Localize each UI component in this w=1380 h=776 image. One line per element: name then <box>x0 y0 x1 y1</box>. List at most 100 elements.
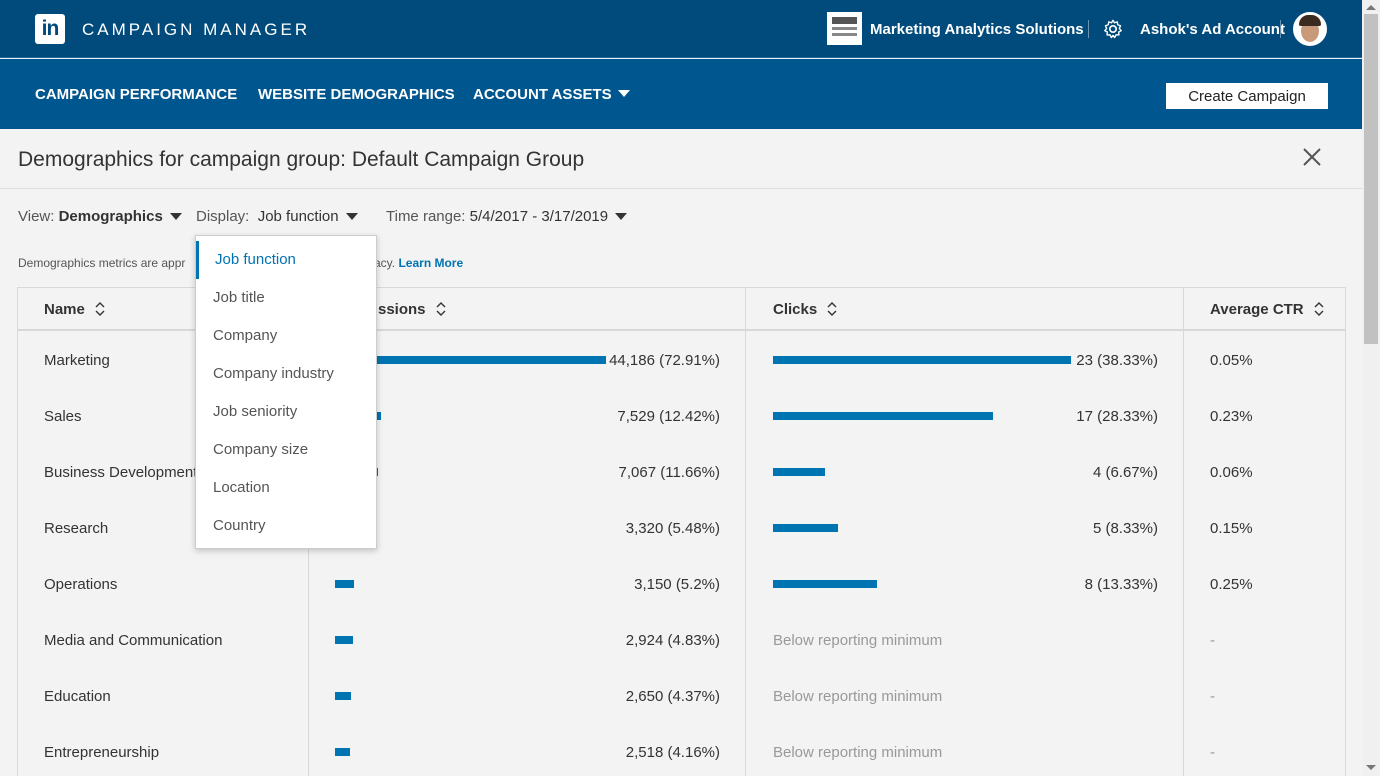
clicks-bar <box>773 524 838 532</box>
table-row[interactable]: Media and Communication 2,924 (4.83%) Belo… <box>18 612 1345 668</box>
divider <box>0 188 1362 189</box>
row-name: Education <box>44 688 111 705</box>
ctr-value: 0.06% <box>1210 464 1253 481</box>
column-divider <box>1183 288 1184 776</box>
impressions-bar <box>335 748 350 756</box>
column-label: Name <box>44 301 85 318</box>
caret-down-icon <box>615 213 628 220</box>
display-label: Display: <box>196 208 250 225</box>
nav-account-assets-label: ACCOUNT ASSETS <box>473 86 612 103</box>
linkedin-logo[interactable]: in <box>35 14 65 44</box>
ctr-value: - <box>1210 632 1215 649</box>
display-filter[interactable]: Display: Job function <box>196 208 358 225</box>
dropdown-option[interactable]: Country <box>213 517 266 534</box>
dropdown-option[interactable]: Company <box>213 327 278 344</box>
column-divider <box>745 288 746 776</box>
row-name: Marketing <box>44 352 110 369</box>
view-label: View: <box>18 208 55 225</box>
ctr-value: 0.15% <box>1210 520 1253 537</box>
dropdown-option[interactable]: Location <box>213 479 270 496</box>
dropdown-option[interactable]: Job seniority <box>213 403 298 420</box>
time-range-filter[interactable]: Time range: 5/4/2017 - 3/17/2019 <box>386 208 628 225</box>
row-name: Research <box>44 520 109 537</box>
column-label: ssions <box>378 301 426 318</box>
gear-icon[interactable] <box>1102 18 1124 40</box>
sort-icon <box>827 302 837 316</box>
nav-website-demographics[interactable]: WEBSITE DEMOGRAPHICS <box>258 86 455 103</box>
clicks-bar <box>773 356 1071 364</box>
scroll-up-icon[interactable] <box>1366 5 1376 10</box>
table-row[interactable]: Education 2,650 (4.37%) Below reporting mi… <box>18 668 1345 724</box>
table-row[interactable]: Entrepreneurship 2,518 (4.16%) Below repor… <box>18 724 1345 776</box>
notice-text: Demographics metrics are appr <box>18 256 186 270</box>
ctr-value: - <box>1210 744 1215 761</box>
impressions-value: 2,924 (4.83%) <box>625 632 720 649</box>
privacy-notice: Demographics metrics are appr acy. Learn… <box>18 256 463 270</box>
clicks-value: 8 (13.33%) <box>1084 576 1158 593</box>
impressions-bar <box>335 580 354 588</box>
dropdown-option[interactable]: Company industry <box>213 365 334 382</box>
ctr-value: 0.05% <box>1210 352 1253 369</box>
row-name: Media and Communication <box>44 632 223 649</box>
table-row[interactable]: Marketing 44,186 (72.91%) 23 (38.33%) 0.05% <box>18 332 1345 388</box>
top-bar: in CAMPAIGN MANAGER Marketing Analytics … <box>0 0 1362 58</box>
account-name[interactable]: Ashok's Ad Account <box>1140 21 1285 38</box>
column-label: Average CTR <box>1210 301 1304 318</box>
display-value: Job function <box>257 208 339 225</box>
table-row[interactable]: Research 3,320 (5.48%) 5 (8.33%) 0.15% <box>18 500 1345 556</box>
column-header-clicks[interactable]: Clicks <box>773 301 837 318</box>
scrollbar-thumb[interactable] <box>1364 14 1378 344</box>
row-name: Business Development <box>44 464 198 481</box>
impressions-value: 7,529 (12.42%) <box>617 408 720 425</box>
scrollbar[interactable] <box>1362 0 1380 776</box>
clicks-bar <box>773 412 993 420</box>
impressions-value: 3,320 (5.48%) <box>625 520 720 537</box>
table-row[interactable]: Operations 3,150 (5.2%) 8 (13.33%) 0.25% <box>18 556 1345 612</box>
column-label: Clicks <box>773 301 818 318</box>
clicks-value: 17 (28.33%) <box>1076 408 1158 425</box>
impressions-value: 44,186 (72.91%) <box>609 352 720 369</box>
dropdown-option[interactable]: Job title <box>213 289 265 306</box>
table-header: Name ssions Clicks Average CTR <box>18 288 1345 331</box>
sort-icon <box>1314 302 1324 316</box>
impressions-bar <box>335 356 606 364</box>
impressions-bar <box>335 692 351 700</box>
table-row[interactable]: Sales 7,529 (12.42%) 17 (28.33%) 0.23% <box>18 388 1345 444</box>
row-name: Entrepreneurship <box>44 744 160 761</box>
row-name: Sales <box>44 408 82 425</box>
view-value: Demographics <box>58 208 163 225</box>
row-name: Operations <box>44 576 118 593</box>
sort-icon <box>95 302 105 316</box>
column-header-impressions[interactable]: ssions <box>378 301 446 318</box>
clicks-bar <box>773 468 825 476</box>
learn-more-link[interactable]: Learn More <box>398 256 464 270</box>
close-icon[interactable] <box>1301 146 1323 168</box>
scroll-down-icon[interactable] <box>1366 765 1376 770</box>
view-filter[interactable]: View: Demographics <box>18 208 182 225</box>
create-campaign-button[interactable]: Create Campaign <box>1166 83 1328 109</box>
column-header-ctr[interactable]: Average CTR <box>1210 301 1324 318</box>
dropdown-option[interactable]: Job function <box>196 241 376 279</box>
ctr-value: - <box>1210 688 1215 705</box>
impressions-bar <box>335 636 353 644</box>
nav-account-assets[interactable]: ACCOUNT ASSETS <box>473 86 630 103</box>
user-avatar[interactable] <box>1293 12 1327 46</box>
ctr-value: 0.25% <box>1210 576 1253 593</box>
clicks-value: 4 (6.67%) <box>1092 464 1158 481</box>
caret-down-icon <box>169 213 182 220</box>
ctr-value: 0.23% <box>1210 408 1253 425</box>
app-title: CAMPAIGN MANAGER <box>82 20 311 39</box>
dropdown-option[interactable]: Company size <box>213 441 309 458</box>
clicks-value: Below reporting minimum <box>773 744 943 761</box>
time-range-label: Time range: <box>386 208 466 225</box>
org-logo[interactable] <box>827 12 862 45</box>
divider <box>1280 20 1281 38</box>
display-dropdown-menu: Job function Job title Company Company indu… <box>195 235 377 549</box>
impressions-value: 2,650 (4.37%) <box>625 688 720 705</box>
org-name[interactable]: Marketing Analytics Solutions <box>870 21 1084 38</box>
divider <box>1088 20 1089 38</box>
caret-down-icon <box>617 90 630 97</box>
column-header-name[interactable]: Name <box>44 301 105 318</box>
nav-campaign-performance[interactable]: CAMPAIGN PERFORMANCE <box>35 86 238 103</box>
notice-text-after: acy. <box>374 256 396 270</box>
